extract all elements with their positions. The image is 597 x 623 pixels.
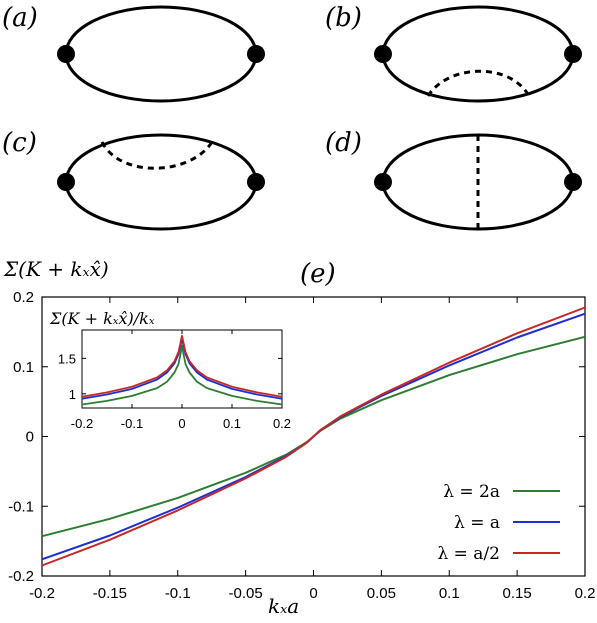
inset-ticks: -0.2 -0.1 0 0.1 0.2 1 1.5 — [58, 330, 291, 431]
inset-title: Σ(K + kₓx̂)/kₓ — [49, 309, 155, 328]
main-ytick-label: 0 — [26, 429, 34, 446]
main-series — [41, 306, 586, 567]
inset-plot-frame — [81, 329, 283, 409]
main-xtick-label: 0.1 — [439, 585, 460, 602]
inset-chart: Σ(K + kₓx̂)/kₓ -0.2 -0.1 0 0.1 0.2 1 1.5 — [49, 309, 291, 431]
main-xtick-label: 0.15 — [503, 585, 532, 602]
diagram-b-label: (b) — [325, 3, 362, 33]
main-ticks: -0.2 -0.15 -0.1 -0.05 0 0.05 0.1 0.15 0.2-0.2-0.… — [8, 289, 595, 602]
diagram-c-interaction-line — [100, 141, 214, 170]
legend-label-0: λ = 2a — [443, 482, 500, 502]
diagram-c-vertex-right — [247, 173, 265, 191]
diagram-a: (a) — [2, 3, 265, 103]
diagram-c-vertex-left — [57, 173, 75, 191]
panel-e-label: (e) — [300, 259, 336, 289]
diagram-b-vertex-right — [564, 45, 582, 63]
diagram-d: (d) — [325, 128, 582, 231]
main-xtick-label: -0.05 — [229, 585, 263, 602]
main-ylabel: Σ(K + kₓx̂) — [3, 257, 109, 281]
main-series-line-2 — [41, 306, 586, 567]
inset-xtick-label: -0.1 — [121, 416, 143, 431]
diagram-a-loop — [64, 5, 258, 103]
main-xtick-label: -0.1 — [165, 585, 191, 602]
diagram-c-label: (c) — [2, 128, 37, 158]
main-xtick-label: 0.2 — [575, 585, 596, 602]
diagram-a-vertex-left — [57, 45, 75, 63]
main-xtick-label: -0.15 — [93, 585, 127, 602]
diagram-a-vertex-right — [247, 45, 265, 63]
inset-ytick-label: 1.5 — [58, 351, 76, 366]
inset-series-line-0 — [81, 344, 283, 406]
legend-label-2: λ = a/2 — [437, 544, 500, 564]
main-legend: λ = 2a λ = a λ = a/2 — [437, 482, 560, 564]
main-ytick-label: -0.1 — [8, 498, 34, 515]
diagram-d-vertex-right — [564, 173, 582, 191]
main-chart: -0.2 -0.15 -0.1 -0.05 0 0.05 0.1 0.15 0.2-0.2-0.… — [8, 289, 595, 602]
main-xtick-label: 0.05 — [367, 585, 396, 602]
inset-xtick-label: 0.1 — [223, 416, 241, 431]
diagram-d-label: (d) — [325, 128, 362, 158]
main-xtick-label: -0.2 — [29, 585, 55, 602]
main-ytick-label: 0.2 — [13, 289, 34, 306]
inset-xtick-label: -0.2 — [71, 416, 93, 431]
diagram-d-vertex-left — [374, 173, 392, 191]
diagram-b: (b) — [325, 3, 582, 103]
diagram-a-label: (a) — [2, 3, 38, 33]
diagram-b-vertex-left — [374, 45, 392, 63]
inset-series-line-2 — [81, 334, 283, 398]
diagram-b-loop — [381, 5, 575, 103]
inset-ytick-label: 1 — [69, 387, 76, 402]
diagram-b-interaction-line — [426, 69, 531, 97]
main-xtick-label: 0 — [309, 585, 317, 602]
main-ytick-label: 0.1 — [13, 359, 34, 376]
main-ytick-label: -0.2 — [8, 568, 34, 585]
inset-series — [81, 334, 283, 406]
diagram-c: (c) — [2, 128, 265, 231]
main-xlabel: kₓa — [268, 594, 299, 618]
diagram-c-loop — [64, 133, 258, 231]
inset-xtick-label: 0.2 — [273, 416, 291, 431]
legend-label-1: λ = a — [454, 513, 500, 533]
inset-xtick-label: 0 — [178, 416, 185, 431]
